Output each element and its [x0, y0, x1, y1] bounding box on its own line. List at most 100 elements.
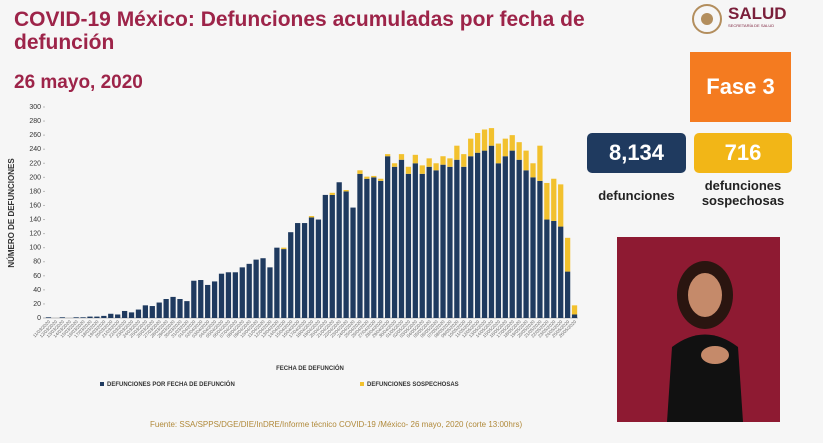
bar-segment	[267, 267, 273, 318]
y-tick-label: 220	[29, 160, 41, 167]
bar-segment	[419, 165, 425, 174]
bar-segment	[246, 263, 252, 318]
bar-segment	[115, 314, 121, 318]
bar-segment	[177, 299, 183, 318]
interpreter-video	[617, 237, 780, 422]
bar-segment	[45, 317, 52, 318]
bar-segment	[357, 170, 363, 174]
bar-segment	[156, 302, 162, 318]
bar-segment	[357, 173, 363, 318]
bar-segment	[274, 247, 280, 318]
chart: NÚMERO DE DEFUNCIONES FECHA DE DEFUNCIÓN…	[7, 104, 578, 388]
bar-segment	[239, 267, 245, 318]
stat-value: 716	[694, 133, 792, 173]
bar-segment	[523, 150, 529, 171]
bar-segment	[412, 154, 418, 164]
bar-segment	[447, 158, 453, 167]
stat-label: defunciones	[598, 188, 675, 203]
bar-segment	[454, 145, 460, 160]
bar-segment	[163, 299, 169, 318]
y-tick-label: 20	[33, 301, 41, 308]
logo: SALUD	[728, 4, 787, 23]
bar-segment	[385, 156, 391, 318]
bar-segment	[322, 194, 328, 318]
y-tick-label: 120	[29, 231, 41, 238]
y-tick-label: 40	[33, 287, 41, 294]
bar-segment	[447, 166, 453, 318]
bar-segment	[391, 166, 398, 318]
bar-segment	[59, 317, 65, 318]
bar-segment	[433, 170, 439, 318]
chart-title: COVID-19 México: Defunciones acumuladas …	[14, 8, 585, 54]
bar-segment	[301, 223, 308, 318]
chart-subtitle: 26 mayo, 2020	[14, 72, 143, 93]
bar-segment	[468, 138, 474, 157]
y-axis-title: NÚMERO DE DEFUNCIONES	[7, 158, 16, 268]
bar-segment	[198, 280, 204, 318]
legend-swatch	[360, 382, 364, 386]
bar-segment	[564, 237, 571, 272]
bar-segment	[329, 192, 335, 195]
bar-segment	[468, 156, 474, 318]
bar-segment	[558, 226, 564, 318]
bar-segment	[308, 217, 315, 318]
bar-segment	[495, 143, 502, 164]
y-tick-label: 180	[29, 188, 41, 195]
bar-segment	[371, 175, 377, 178]
bar-segment	[225, 272, 232, 318]
bar-segment	[315, 219, 322, 318]
bar-segment	[343, 191, 349, 318]
bar-segment	[544, 182, 550, 220]
bar-segment	[295, 223, 301, 318]
y-tick-label: 0	[37, 315, 41, 322]
bar-segment	[281, 247, 287, 250]
phase-badge: Fase 3	[690, 52, 791, 122]
bar-segment	[551, 178, 557, 221]
bar-segment	[135, 309, 142, 318]
bar-segment	[488, 128, 495, 146]
bar-segment	[558, 184, 564, 227]
bar-segment	[481, 129, 488, 151]
bar-segment	[474, 152, 481, 318]
bar-segment	[412, 163, 418, 318]
y-tick-label: 260	[29, 132, 41, 139]
source-note: Fuente: SSA/SPPS/DGE/DIE/InDRE/Informe t…	[150, 420, 523, 429]
bar-segment	[80, 317, 86, 318]
bar-segment	[170, 296, 176, 318]
bar-segment	[211, 281, 218, 318]
bar-segment	[218, 273, 225, 318]
bar-segment	[405, 166, 412, 174]
bar-segment	[329, 194, 335, 318]
bar-segment	[433, 163, 439, 171]
bar-segment	[87, 316, 93, 318]
bar-segment	[516, 159, 522, 318]
bar-segment	[454, 159, 460, 318]
bar-segment	[205, 284, 211, 318]
bar-segment	[398, 159, 405, 318]
bar-segment	[461, 166, 467, 318]
y-tick-label: 160	[29, 202, 41, 209]
legend-label: DEFUNCIONES SOSPECHOSAS	[367, 382, 459, 388]
y-tick-label: 200	[29, 174, 41, 181]
bar-segment	[523, 170, 529, 318]
bar-segment	[474, 133, 481, 153]
bar-segment	[260, 258, 266, 318]
bar-segment	[336, 182, 342, 318]
bar-segment	[391, 163, 398, 167]
legend-label: DEFUNCIONES POR FECHA DE DEFUNCIÓN	[107, 380, 235, 388]
bar-segment	[385, 154, 391, 157]
bar-segment	[509, 150, 515, 318]
y-tick-label: 80	[33, 259, 41, 266]
bar-segment	[551, 220, 557, 318]
bar-segment	[571, 305, 578, 315]
bar-segment	[121, 310, 128, 318]
bar-segment	[94, 316, 100, 318]
bar-segment	[128, 312, 135, 318]
bar-segment	[461, 154, 467, 167]
bar-segment	[426, 158, 432, 167]
bar-segment	[537, 180, 543, 318]
bar-segment	[73, 317, 79, 318]
bar-segment	[191, 280, 197, 318]
bar-segment	[149, 306, 155, 318]
